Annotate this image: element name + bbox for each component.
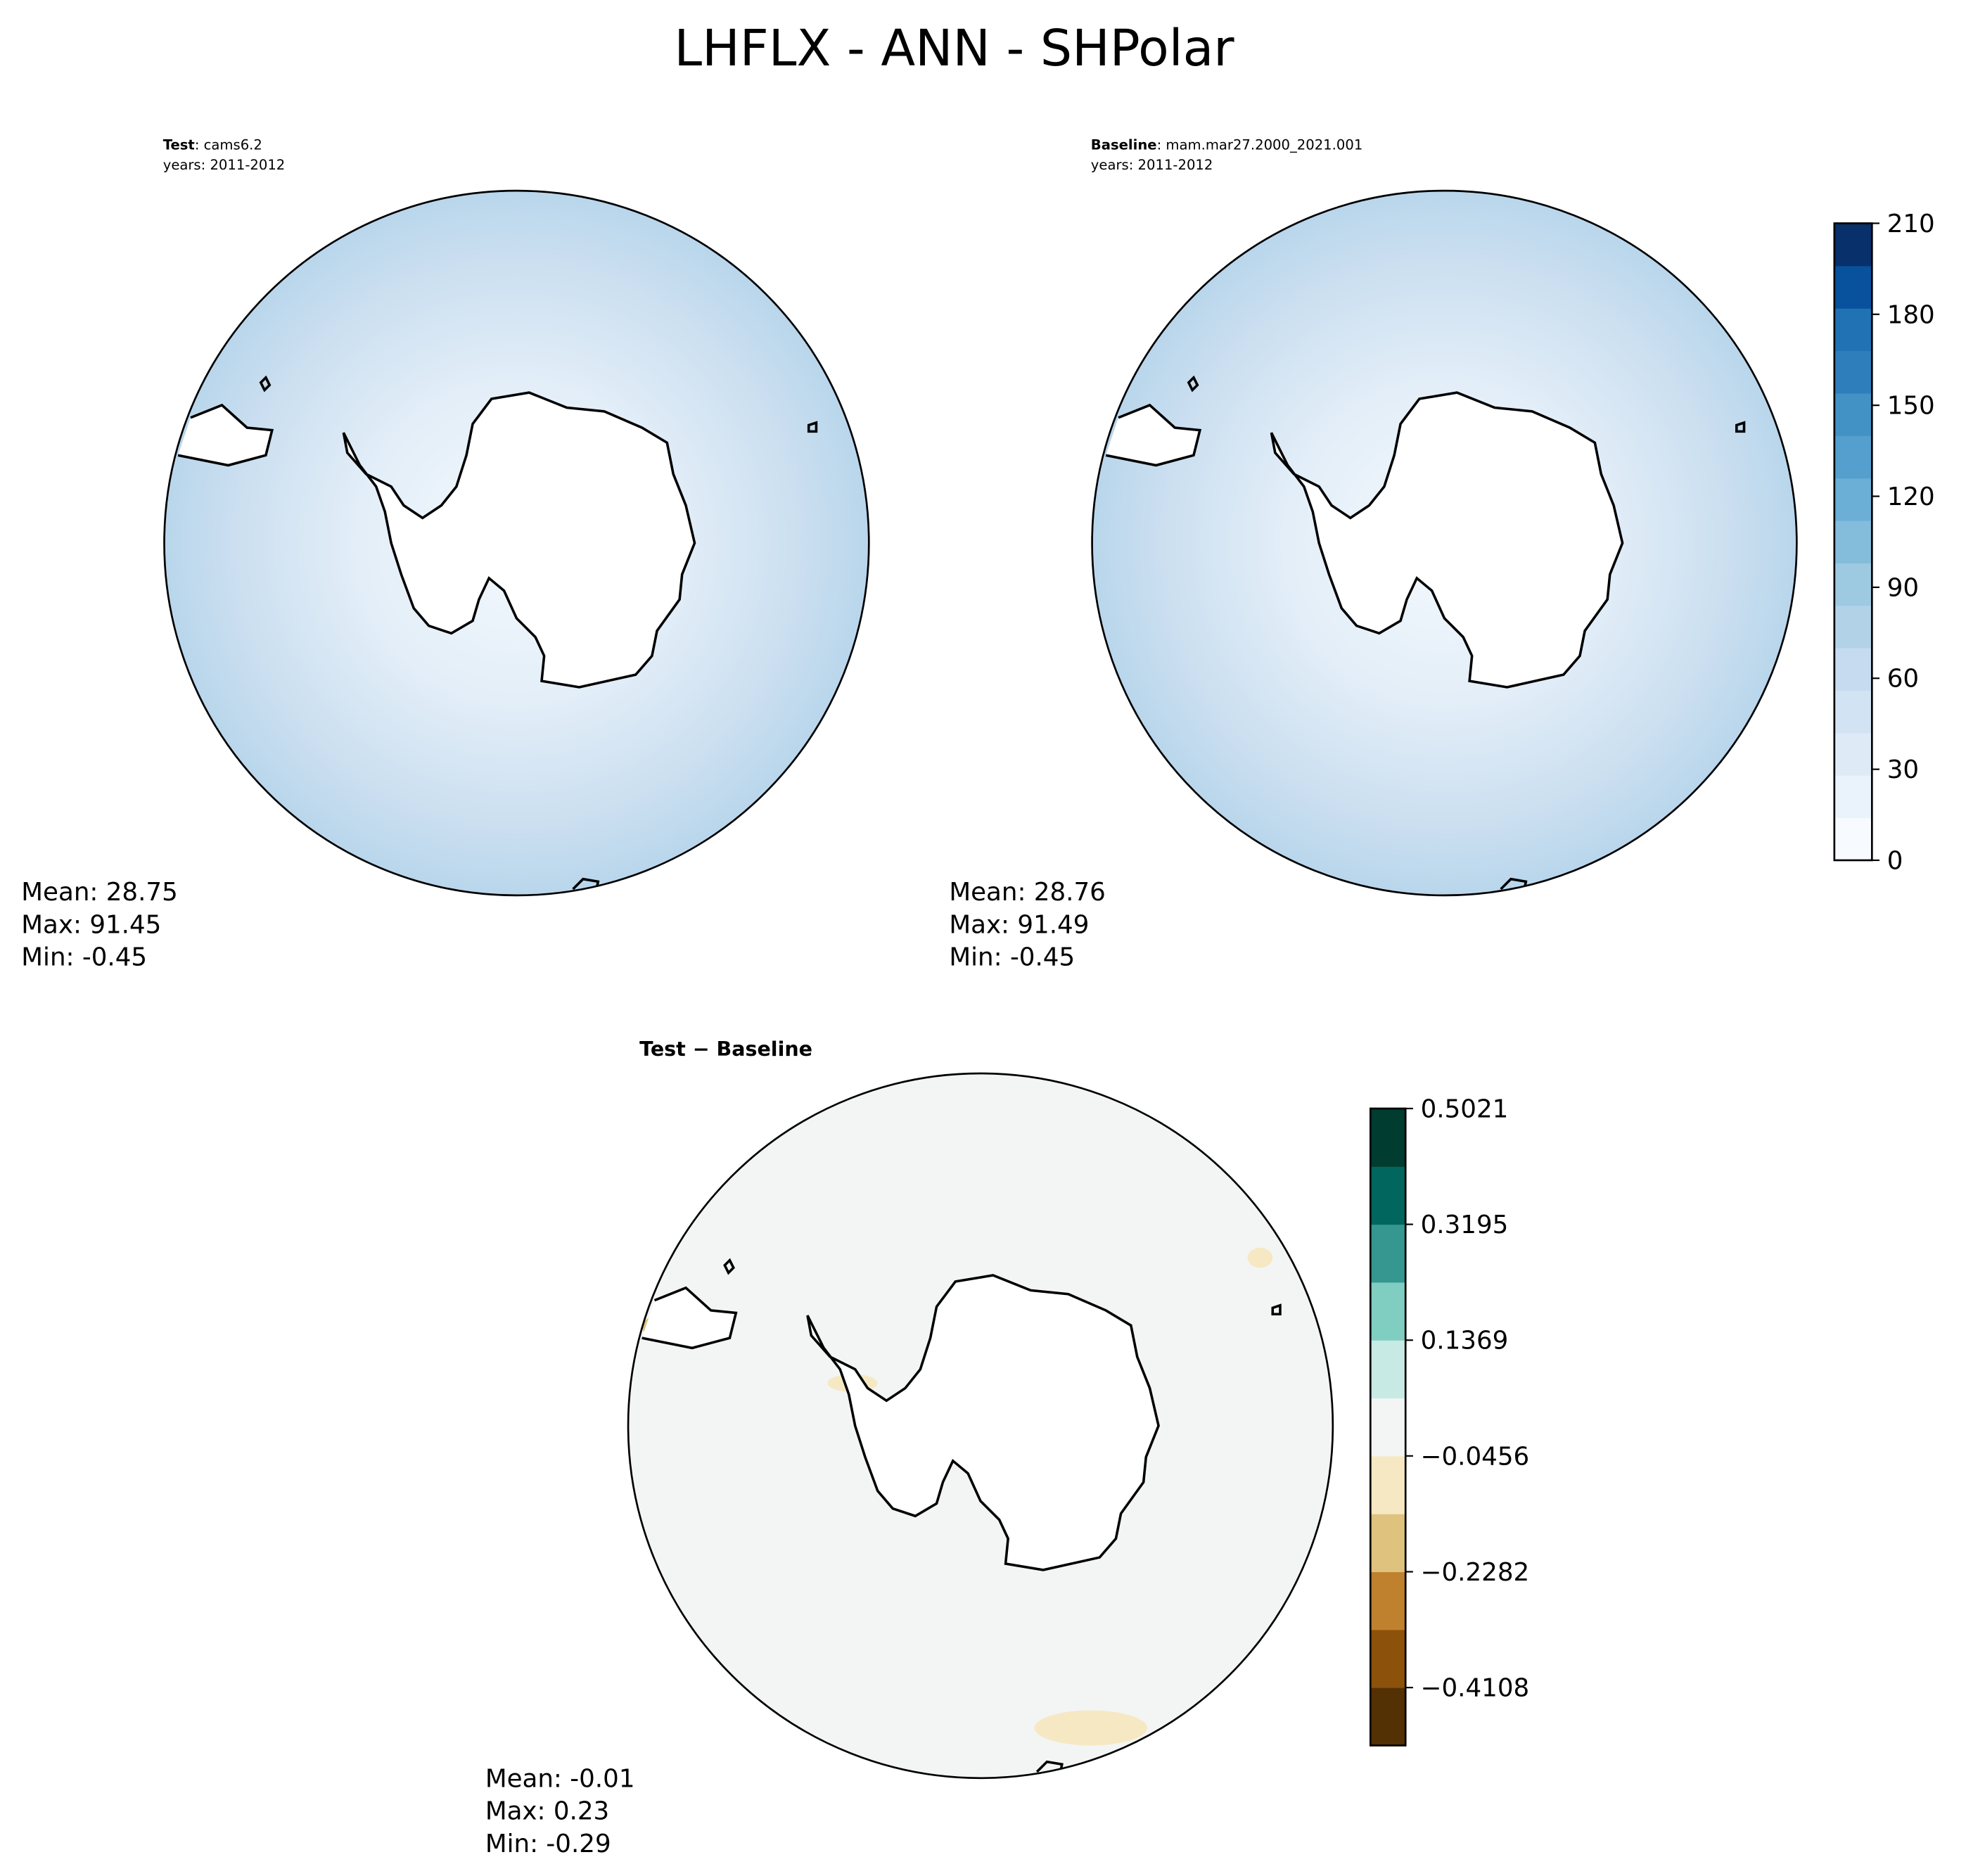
colorbar-tick-label: 0 xyxy=(1887,846,1903,875)
colorbar-band xyxy=(1370,1282,1406,1341)
stat: Min: -0.45 xyxy=(949,943,1075,972)
stat: Min: -0.45 xyxy=(21,943,147,972)
panel-header: Baseline: mam.mar27.2000_2021.001 xyxy=(1091,136,1362,153)
colorbar-band xyxy=(1834,393,1872,436)
colorbar-band xyxy=(1834,690,1872,734)
colorbar-tick-label: 150 xyxy=(1887,392,1935,421)
stat: Max: 0.23 xyxy=(485,1797,609,1826)
panel-label: Baseline xyxy=(1091,136,1157,153)
stat: Max: 91.49 xyxy=(949,910,1089,939)
panel-case: : mam.mar27.2000_2021.001 xyxy=(1157,136,1363,153)
panel-case: : cams6.2 xyxy=(195,136,262,153)
map xyxy=(1092,191,1797,895)
colorbar-tick-label: 120 xyxy=(1887,483,1935,511)
colorbar-band xyxy=(1370,1455,1406,1514)
map-border xyxy=(1091,189,1798,897)
colorbar-band xyxy=(1834,435,1872,479)
colorbar-tick-label: −0.4108 xyxy=(1421,1674,1530,1703)
panel-label: Test xyxy=(163,136,195,153)
colorbar-band xyxy=(1834,521,1872,563)
stat: Mean: 28.75 xyxy=(21,878,177,907)
colorbar-band xyxy=(1834,732,1872,776)
colorbar-band xyxy=(1370,1398,1406,1457)
panel-years: years: 2011-2012 xyxy=(1091,157,1213,173)
panel-header: Test: cams6.2 xyxy=(163,136,262,153)
colorbar-tick-label: −0.2282 xyxy=(1421,1558,1530,1587)
map-border xyxy=(627,1072,1334,1780)
stat: Min: -0.29 xyxy=(485,1830,611,1858)
colorbar-tick-label: −0.0456 xyxy=(1421,1442,1530,1471)
panel-label: Test − Baseline xyxy=(639,1038,812,1061)
map-border xyxy=(163,189,870,897)
colorbar-band xyxy=(1834,775,1872,819)
map xyxy=(164,191,869,895)
colorbar-band xyxy=(1834,817,1872,861)
colorbar-band xyxy=(1370,1687,1406,1746)
colorbar-tick-label: 0.3195 xyxy=(1421,1211,1509,1239)
colorbar-frame xyxy=(1369,1107,1407,1747)
colorbar-tick-label: 210 xyxy=(1887,210,1935,238)
map xyxy=(628,1073,1333,1778)
colorbar-tick-label: 90 xyxy=(1887,573,1919,602)
colorbar-band xyxy=(1370,1571,1406,1631)
colorbar-band xyxy=(1834,648,1872,691)
colorbar-tick-label: 30 xyxy=(1887,755,1919,784)
colorbar-band xyxy=(1370,1514,1406,1573)
figure-title: LHFLX - ANN - SHPolar xyxy=(674,19,1234,77)
colorbar-band xyxy=(1370,1108,1406,1167)
colorbar-band xyxy=(1834,308,1872,352)
colorbar-band xyxy=(1834,478,1872,521)
colorbar-band xyxy=(1370,1340,1406,1399)
colorbar-tick-label: 60 xyxy=(1887,665,1919,694)
colorbar-band xyxy=(1370,1629,1406,1688)
colorbar-tick-label: 0.5021 xyxy=(1421,1095,1509,1123)
colorbar-band xyxy=(1370,1166,1406,1225)
stat: Mean: -0.01 xyxy=(485,1764,635,1793)
colorbar-band xyxy=(1834,605,1872,649)
colorbar-band xyxy=(1834,563,1872,606)
colorbar-tick-label: 0.1369 xyxy=(1421,1327,1509,1355)
colorbar-band xyxy=(1834,265,1872,309)
stat: Mean: 28.76 xyxy=(949,878,1105,907)
stat: Max: 91.45 xyxy=(21,910,161,939)
colorbar-band xyxy=(1370,1224,1406,1283)
colorbar-tick-label: 180 xyxy=(1887,300,1935,329)
colorbar-band xyxy=(1834,223,1872,267)
colorbar-frame xyxy=(1833,222,1873,862)
panel-years: years: 2011-2012 xyxy=(163,157,286,173)
colorbar-band xyxy=(1834,350,1872,394)
